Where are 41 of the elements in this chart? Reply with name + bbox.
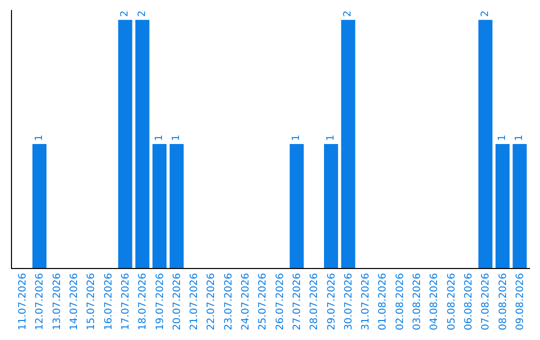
x-tick-label: 31.07.2026	[360, 273, 372, 330]
x-tick-label: 28.07.2026	[309, 273, 320, 330]
data-label: 1	[171, 134, 182, 141]
x-tick-label: 08.08.2026	[498, 273, 509, 330]
data-label: 1	[514, 134, 526, 141]
data-label: 2	[120, 10, 131, 17]
x-tick-label: 13.07.2026	[52, 273, 63, 330]
x-tick-label: 27.07.2026	[292, 273, 303, 330]
data-label: 1	[497, 134, 508, 141]
x-tick-label: 02.08.2026	[394, 273, 406, 330]
x-tick-label: 01.08.2026	[378, 273, 389, 330]
x-tick-label: 04.08.2026	[429, 273, 440, 330]
x-tick-label: 18.07.2026	[138, 273, 149, 330]
x-tick-label: 05.08.2026	[446, 273, 458, 330]
data-label: 1	[34, 134, 45, 141]
data-label: 1	[326, 134, 337, 141]
x-tick-label: 24.07.2026	[240, 273, 252, 330]
data-label: 2	[342, 10, 354, 17]
x-tick-label: 20.07.2026	[172, 273, 183, 330]
x-tick-label: 03.08.2026	[412, 273, 424, 330]
x-tick-label: 07.08.2026	[480, 273, 492, 330]
x-tick-label: 29.07.2026	[326, 273, 338, 330]
x-tick-label: 12.07.2026	[34, 273, 46, 330]
x-tick-label: 11.07.2026	[18, 273, 29, 330]
x-tick-label: 17.07.2026	[120, 273, 132, 330]
data-label: 1	[291, 134, 302, 141]
x-tick-label: 22.07.2026	[206, 273, 218, 330]
data-label: 1	[154, 134, 166, 141]
x-tick-label: 23.07.2026	[223, 273, 234, 330]
data-label: 2	[136, 10, 148, 17]
x-tick-label: 06.08.2026	[464, 273, 474, 330]
data-label: 2	[480, 10, 491, 17]
x-tick-label: 25.07.2026	[258, 273, 269, 330]
x-tick-label: 19.07.2026	[154, 273, 166, 330]
x-tick-label: 15.07.2026	[86, 273, 98, 330]
x-tick-label: 30.07.2026	[343, 273, 354, 330]
x-tick-label: 21.07.2026	[189, 273, 200, 330]
x-tick-label: 14.07.2026	[69, 273, 80, 330]
x-tick-label: 16.07.2026	[103, 273, 114, 330]
x-tick-label: 26.07.2026	[274, 273, 286, 330]
x-tick-label: 09.08.2026	[514, 273, 526, 330]
